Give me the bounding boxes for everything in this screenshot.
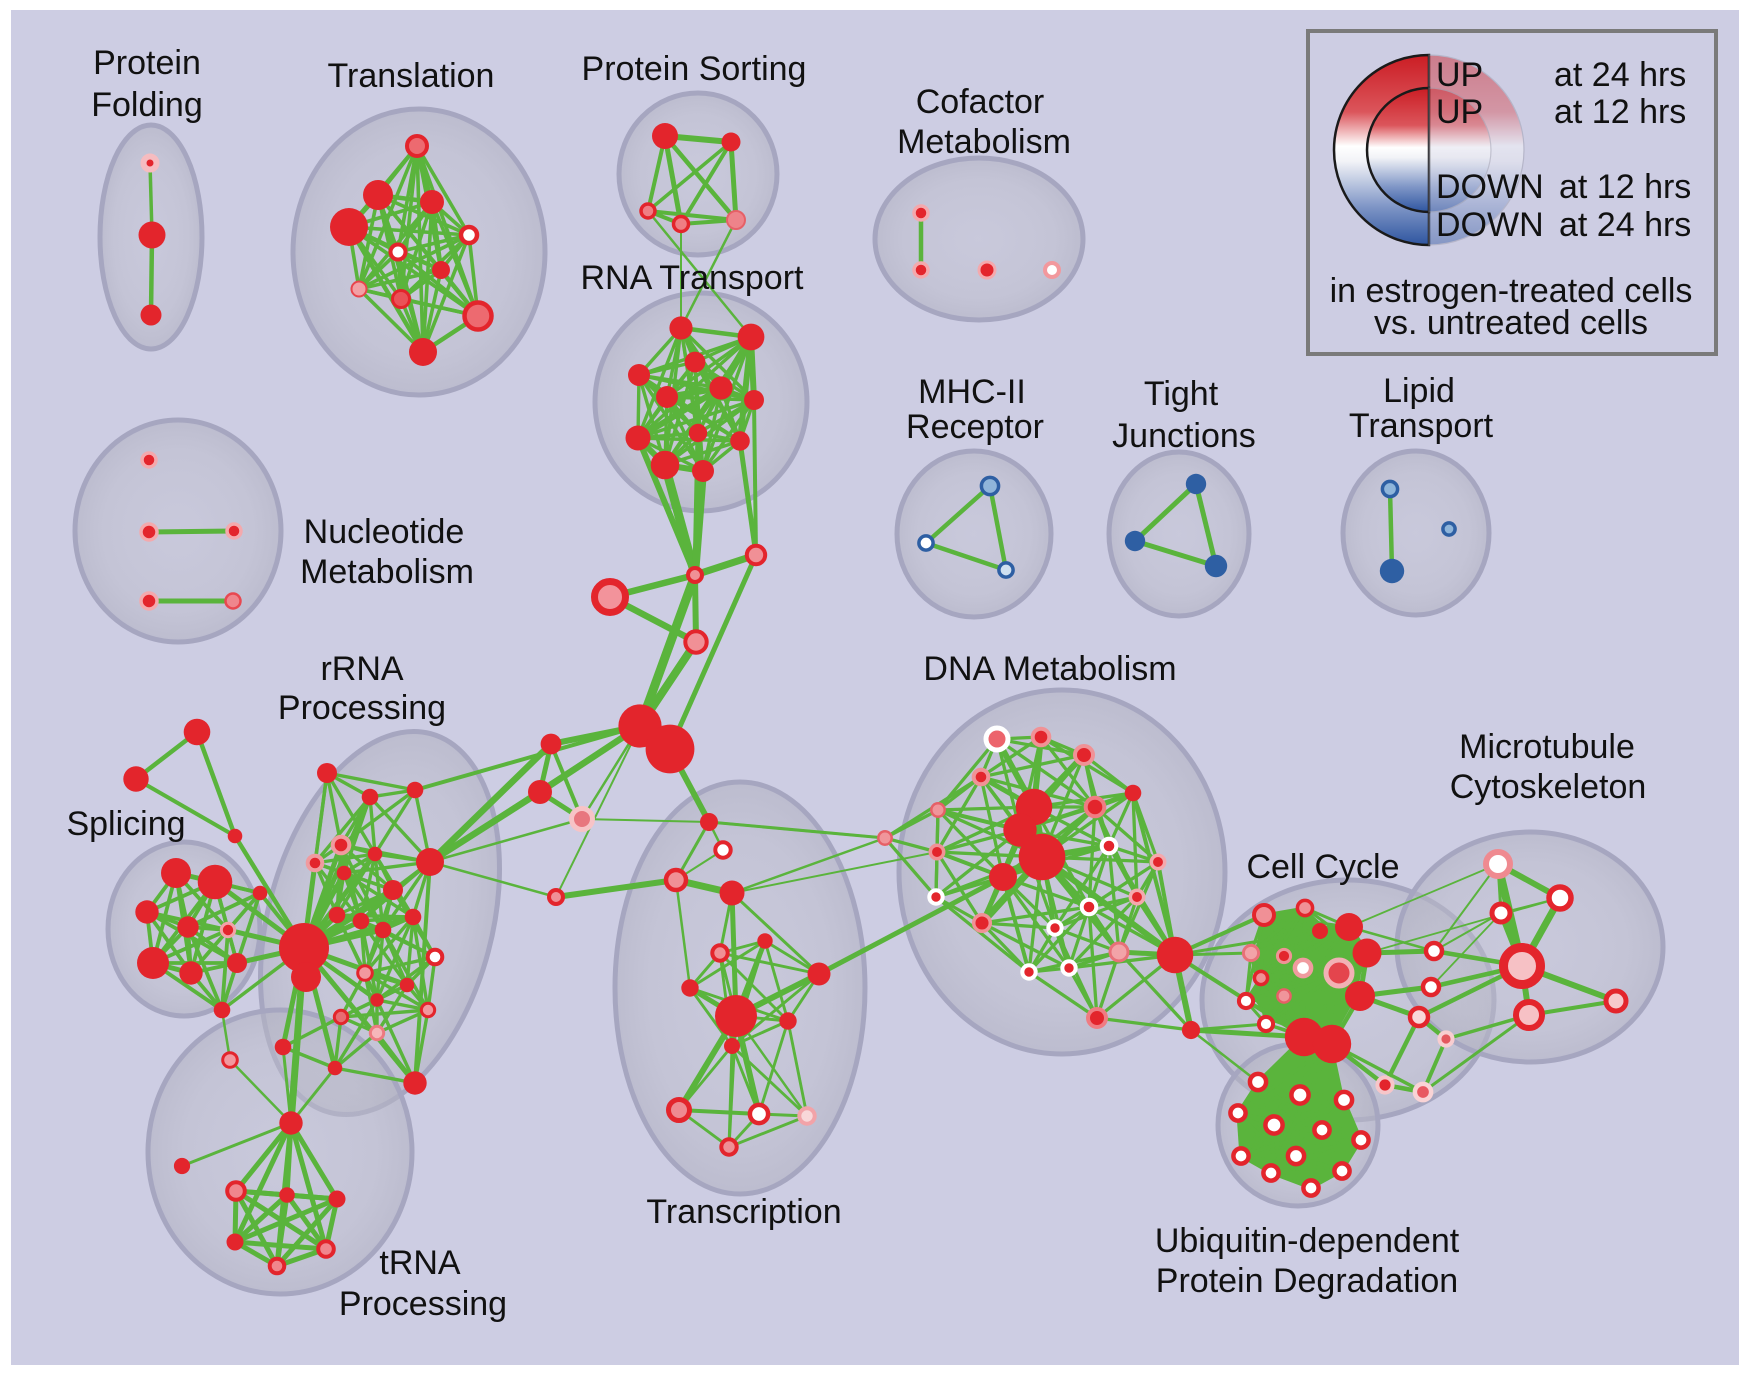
svg-text:Tight: Tight [1144,375,1219,413]
svg-text:Transcription: Transcription [646,1193,841,1231]
svg-text:vs. untreated cells: vs. untreated cells [1374,304,1648,342]
svg-text:at 24 hrs: at 24 hrs [1559,206,1691,244]
svg-text:Protein: Protein [93,44,201,82]
svg-text:Junctions: Junctions [1112,417,1256,455]
svg-text:DNA Metabolism: DNA Metabolism [923,650,1176,688]
svg-text:at 24 hrs: at 24 hrs [1554,56,1686,94]
svg-text:Splicing: Splicing [66,805,185,843]
svg-text:Cytoskeleton: Cytoskeleton [1450,768,1647,806]
svg-text:Metabolism: Metabolism [300,553,474,591]
svg-text:tRNA: tRNA [379,1244,461,1282]
svg-text:Folding: Folding [91,86,203,124]
svg-text:UP: UP [1436,56,1483,94]
svg-text:Cell Cycle: Cell Cycle [1246,848,1399,886]
svg-text:RNA Transport: RNA Transport [581,259,805,297]
svg-text:Protein Degradation: Protein Degradation [1156,1262,1458,1300]
svg-text:Metabolism: Metabolism [897,123,1071,161]
svg-text:Ubiquitin-dependent: Ubiquitin-dependent [1155,1222,1460,1260]
svg-text:DOWN: DOWN [1436,168,1544,206]
svg-text:Processing: Processing [278,689,446,727]
svg-text:at 12 hrs: at 12 hrs [1554,93,1686,131]
svg-text:rRNA: rRNA [320,650,403,688]
svg-text:Lipid: Lipid [1383,372,1455,410]
svg-text:Protein Sorting: Protein Sorting [582,50,807,88]
svg-text:UP: UP [1436,93,1483,131]
svg-text:Translation: Translation [328,57,495,95]
svg-text:Transport: Transport [1349,407,1494,445]
svg-text:Processing: Processing [339,1285,507,1323]
svg-text:in estrogen-treated cells: in estrogen-treated cells [1330,272,1693,310]
svg-text:Nucleotide: Nucleotide [304,513,465,551]
svg-text:DOWN: DOWN [1436,206,1544,244]
svg-text:Cofactor: Cofactor [916,83,1045,121]
svg-text:MHC-II: MHC-II [918,373,1026,411]
svg-text:Microtubule: Microtubule [1459,728,1635,766]
svg-text:at 12 hrs: at 12 hrs [1559,168,1691,206]
svg-text:Receptor: Receptor [906,408,1044,446]
